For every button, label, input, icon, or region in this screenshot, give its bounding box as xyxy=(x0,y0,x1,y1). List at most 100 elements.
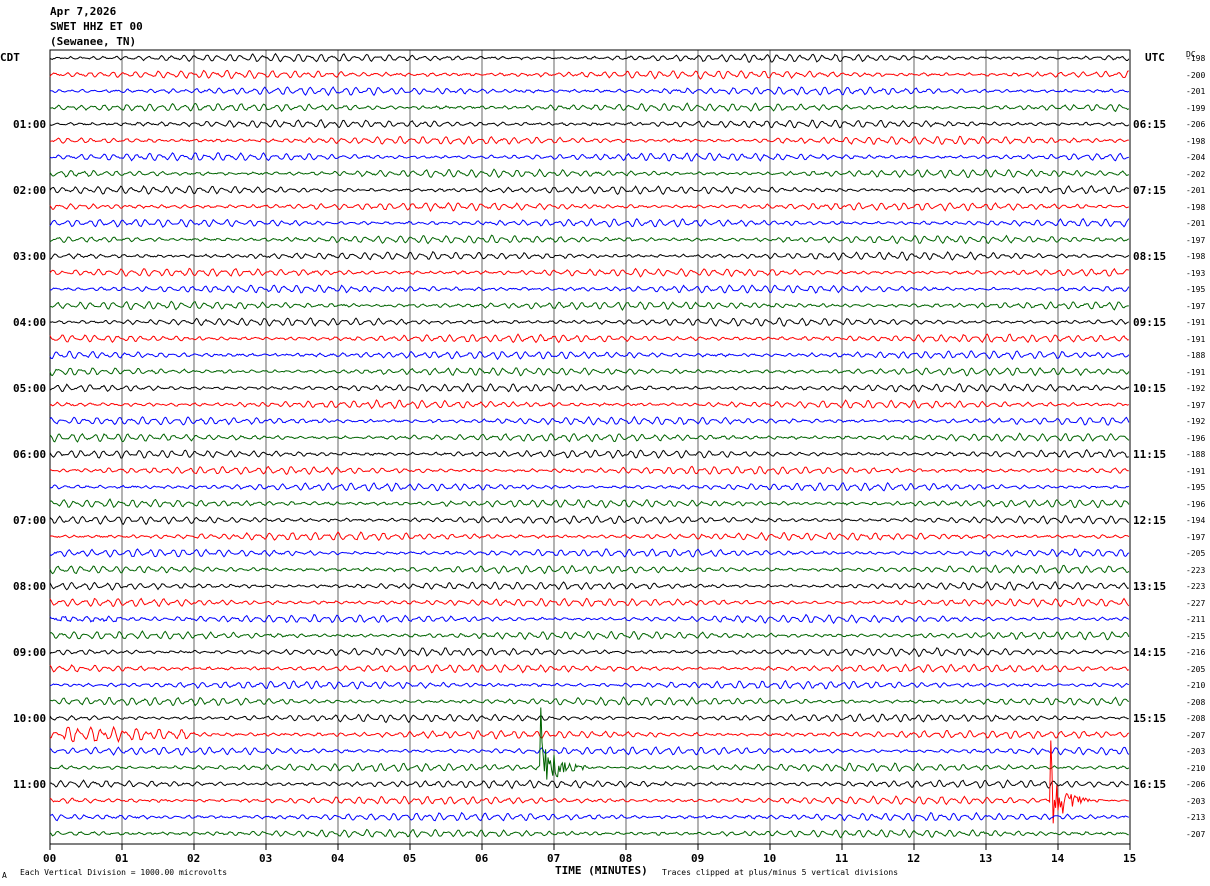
right-hour-label: 13:15 xyxy=(1133,580,1167,593)
dc-offset-label: -202 xyxy=(1186,169,1206,179)
dc-offset-label: -203 xyxy=(1186,796,1206,806)
left-hour-label: 05:00 xyxy=(13,382,47,395)
seismic-trace xyxy=(49,202,1130,212)
seismic-trace xyxy=(49,333,1129,344)
seismic-trace xyxy=(49,811,1129,822)
corner-mark: A xyxy=(2,871,7,880)
x-tick-label: 08 xyxy=(619,852,633,865)
dc-offset-label: -197 xyxy=(1186,301,1206,311)
dc-offset-label: -194 xyxy=(1186,516,1206,525)
seismic-trace xyxy=(49,69,1129,80)
seismic-trace xyxy=(49,597,1130,608)
scale-note: Each Vertical Division = 1000.00 microvo… xyxy=(20,868,228,877)
dc-offset-label: -201 xyxy=(1186,186,1206,195)
dc-offset-label: -198 xyxy=(1186,202,1206,212)
seismic-trace xyxy=(49,498,1130,509)
location-label: (Sewanee, TN) xyxy=(50,35,137,48)
dc-offset-label: -227 xyxy=(1186,598,1206,608)
seismic-trace xyxy=(49,267,1129,278)
dc-offset-label: -207 xyxy=(1186,829,1206,839)
seismic-trace xyxy=(49,630,1130,641)
dc-offset-label: -210 xyxy=(1186,681,1206,690)
dc-header-label: DC xyxy=(1186,50,1196,59)
seismic-trace xyxy=(49,465,1129,476)
dc-offset-label: -208 xyxy=(1186,697,1206,707)
x-tick-label: 06 xyxy=(475,852,489,865)
left-hour-label: 11:00 xyxy=(13,778,47,791)
right-hour-label: 15:15 xyxy=(1133,712,1167,725)
right-hour-label: 16:15 xyxy=(1133,778,1167,791)
x-tick-label: 05 xyxy=(403,852,417,865)
seismic-trace xyxy=(49,234,1130,245)
dc-offset-label: -208 xyxy=(1186,714,1206,723)
seismic-trace xyxy=(49,581,1129,591)
dc-offset-label: -193 xyxy=(1186,268,1206,278)
x-tick-label: 14 xyxy=(1051,852,1065,865)
right-hour-label: 06:15 xyxy=(1133,118,1167,131)
right-hour-label: 11:15 xyxy=(1133,448,1167,461)
x-tick-label: 01 xyxy=(115,852,129,865)
x-tick-label: 11 xyxy=(835,852,849,865)
x-tick-label: 02 xyxy=(187,852,201,865)
plot-frame xyxy=(49,49,1131,845)
dc-offset-label: -206 xyxy=(1186,780,1206,789)
dc-offset-label: -198 xyxy=(1186,136,1206,146)
seismic-trace xyxy=(49,740,1129,824)
x-axis-title: TIME (MINUTES) xyxy=(555,864,648,877)
dc-offset-label: -205 xyxy=(1186,549,1206,558)
left-hour-label: 01:00 xyxy=(13,118,47,131)
dc-offset-label: -191 xyxy=(1186,367,1206,377)
seismic-trace xyxy=(49,531,1130,542)
seismic-trace xyxy=(49,548,1130,558)
dc-offset-label: -196 xyxy=(1186,499,1206,509)
seismic-trace xyxy=(49,399,1130,410)
seismic-trace xyxy=(49,564,1130,575)
seismic-trace xyxy=(49,679,1129,690)
left-hour-label: 04:00 xyxy=(13,316,47,329)
seismic-trace xyxy=(49,350,1130,361)
seismic-trace xyxy=(49,118,1130,129)
station-label: SWET HHZ ET 00 xyxy=(50,20,143,33)
dc-offset-label: -223 xyxy=(1186,565,1206,575)
seismic-trace xyxy=(49,415,1130,426)
dc-offset-label: -196 xyxy=(1186,433,1206,443)
seismic-trace xyxy=(49,515,1130,526)
dc-offset-label: -188 xyxy=(1186,450,1206,459)
x-tick-label: 10 xyxy=(763,852,777,865)
dc-offset-label: -211 xyxy=(1186,615,1206,624)
seismic-trace xyxy=(49,250,1130,262)
seismic-trace xyxy=(49,52,1130,63)
dc-offset-label: -204 xyxy=(1186,153,1206,162)
right-hour-label: 08:15 xyxy=(1133,250,1167,263)
dc-offset-label: -213 xyxy=(1186,813,1206,822)
seismic-trace xyxy=(49,707,1130,780)
left-hour-label: 03:00 xyxy=(13,250,47,263)
x-tick-label: 04 xyxy=(331,852,345,865)
x-tick-label: 13 xyxy=(979,852,993,865)
dc-offset-label: -191 xyxy=(1186,466,1206,476)
dc-offset-label: -206 xyxy=(1186,120,1206,129)
dc-offset-label: -191 xyxy=(1186,334,1206,344)
seismic-trace xyxy=(49,367,1130,377)
dc-offset-label: -192 xyxy=(1186,384,1206,393)
dc-offset-label: -188 xyxy=(1186,351,1206,360)
dc-offset-label: -223 xyxy=(1186,582,1206,591)
dc-offset-label: -200 xyxy=(1186,70,1206,80)
minute-gridlines xyxy=(121,50,1059,844)
x-tick-label: 09 xyxy=(691,852,705,865)
left-hour-label: 10:00 xyxy=(13,712,47,725)
left-hour-label: 06:00 xyxy=(13,448,47,461)
seismic-trace xyxy=(49,481,1130,492)
right-hour-label: 09:15 xyxy=(1133,316,1167,329)
x-tick-label: 00 xyxy=(43,852,57,865)
dc-offset-label: -192 xyxy=(1186,417,1206,426)
clip-note: Traces clipped at plus/minus 5 vertical … xyxy=(662,868,899,877)
seismic-traces xyxy=(49,52,1130,839)
dc-offset-label: -203 xyxy=(1186,747,1206,756)
dc-offset-label: -210 xyxy=(1186,763,1206,773)
dc-offset-label: -201 xyxy=(1186,87,1206,96)
dc-offset-label: -197 xyxy=(1186,235,1206,245)
seismic-trace xyxy=(49,725,1130,744)
dc-offset-label: -198 xyxy=(1186,54,1206,63)
right-hour-label: 14:15 xyxy=(1133,646,1167,659)
